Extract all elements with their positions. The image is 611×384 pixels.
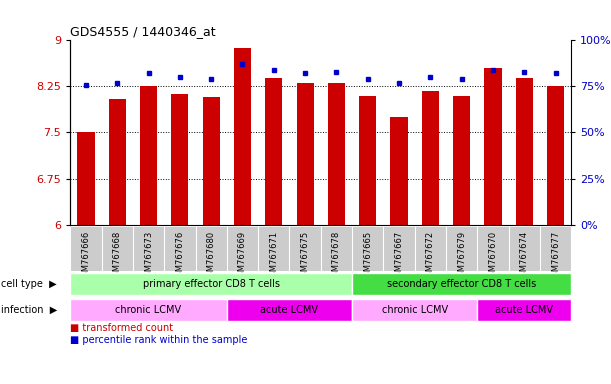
Bar bbox=[171, 94, 188, 225]
Bar bbox=[352, 299, 477, 321]
Text: infection  ▶: infection ▶ bbox=[1, 305, 57, 315]
Text: acute LCMV: acute LCMV bbox=[260, 305, 318, 314]
Bar bbox=[390, 117, 408, 225]
Bar bbox=[265, 78, 282, 225]
Text: GSM767673: GSM767673 bbox=[144, 231, 153, 282]
Text: secondary effector CD8 T cells: secondary effector CD8 T cells bbox=[387, 279, 536, 289]
Text: GSM767676: GSM767676 bbox=[175, 231, 185, 282]
Bar bbox=[328, 83, 345, 225]
Bar bbox=[352, 273, 571, 295]
Bar bbox=[78, 132, 95, 225]
Bar bbox=[70, 273, 352, 295]
Text: cell type  ▶: cell type ▶ bbox=[1, 279, 56, 289]
Bar bbox=[359, 96, 376, 225]
Text: GSM767669: GSM767669 bbox=[238, 231, 247, 282]
Bar bbox=[485, 68, 502, 225]
Text: GSM767674: GSM767674 bbox=[520, 231, 529, 282]
Text: GSM767671: GSM767671 bbox=[269, 231, 278, 282]
Text: GSM767680: GSM767680 bbox=[207, 231, 216, 282]
Bar bbox=[547, 86, 564, 225]
Text: chronic LCMV: chronic LCMV bbox=[382, 305, 448, 314]
Bar bbox=[234, 48, 251, 225]
Bar bbox=[227, 299, 352, 321]
Bar bbox=[140, 86, 157, 225]
Text: ■ transformed count: ■ transformed count bbox=[70, 323, 174, 333]
Bar bbox=[70, 299, 227, 321]
Text: GSM767666: GSM767666 bbox=[81, 231, 90, 282]
Text: ■ percentile rank within the sample: ■ percentile rank within the sample bbox=[70, 335, 247, 345]
Text: acute LCMV: acute LCMV bbox=[496, 305, 554, 314]
Bar bbox=[422, 91, 439, 225]
Bar bbox=[203, 97, 220, 225]
Bar bbox=[516, 78, 533, 225]
Text: GSM767668: GSM767668 bbox=[113, 231, 122, 282]
Bar bbox=[109, 99, 126, 225]
Text: primary effector CD8 T cells: primary effector CD8 T cells bbox=[143, 279, 280, 289]
Text: GSM767679: GSM767679 bbox=[457, 231, 466, 282]
Text: GDS4555 / 1440346_at: GDS4555 / 1440346_at bbox=[70, 25, 216, 38]
Text: GSM767677: GSM767677 bbox=[551, 231, 560, 282]
Bar bbox=[453, 96, 470, 225]
Text: chronic LCMV: chronic LCMV bbox=[115, 305, 181, 314]
Bar bbox=[477, 299, 571, 321]
Text: GSM767667: GSM767667 bbox=[395, 231, 403, 282]
Text: GSM767670: GSM767670 bbox=[489, 231, 497, 282]
Text: GSM767672: GSM767672 bbox=[426, 231, 435, 282]
Text: GSM767678: GSM767678 bbox=[332, 231, 341, 282]
Text: GSM767665: GSM767665 bbox=[364, 231, 372, 282]
Bar bbox=[296, 83, 313, 225]
Text: GSM767675: GSM767675 bbox=[301, 231, 310, 282]
